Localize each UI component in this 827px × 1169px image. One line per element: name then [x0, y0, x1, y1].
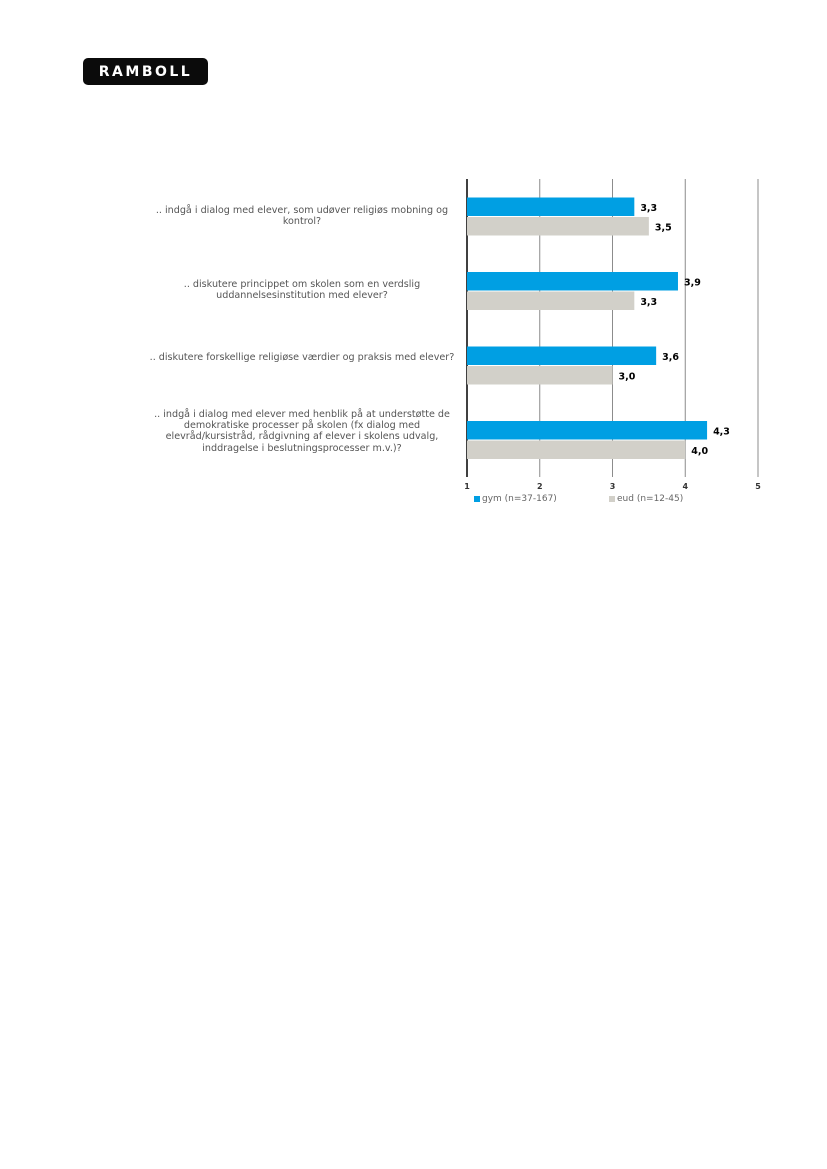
legend-swatch-gym: [474, 496, 480, 502]
legend-item-gym: gym (n=37-167): [474, 494, 557, 504]
data-label: 3,3: [640, 203, 657, 214]
bar-eud: [467, 217, 649, 236]
bar-eud: [467, 291, 635, 310]
bar-chart: 1 2 3 4 5 3,3 3,5 3,9 3,3 3,6 3,0 4,3 4,0: [464, 179, 761, 491]
legend-swatch-eud: [609, 496, 615, 502]
legend-label-eud: eud (n=12-45): [617, 494, 684, 504]
logo-text: RAMBOLL: [98, 63, 193, 80]
data-label: 3,5: [655, 222, 672, 233]
x-tick-label: 3: [610, 482, 616, 491]
x-tick-label: 4: [682, 482, 688, 491]
bar-gym: [467, 346, 657, 365]
category-label: .. indgå i dialog med elever, som udøver…: [155, 205, 449, 228]
bar-gym: [467, 272, 678, 291]
x-tick-label: 5: [755, 482, 761, 491]
bar-eud: [467, 440, 686, 459]
legend-item-eud: eud (n=12-45): [609, 494, 683, 504]
category-label: .. indgå i dialog med elever med henblik…: [154, 409, 450, 454]
data-label: 3,0: [619, 371, 636, 382]
data-label: 4,0: [691, 446, 708, 457]
bar-gym: [467, 197, 635, 216]
x-tick-label: 2: [537, 482, 543, 491]
data-label: 3,3: [640, 297, 657, 308]
category-label: .. diskutere forskellige religiøse værdi…: [149, 352, 455, 363]
data-label: 4,3: [713, 426, 730, 437]
bar-gym: [467, 421, 708, 440]
x-tick-label: 1: [464, 482, 470, 491]
ramboll-logo: RAMBOLL: [83, 58, 208, 85]
data-label: 3,9: [684, 277, 701, 288]
category-label: .. diskutere princippet om skolen som en…: [183, 279, 421, 302]
data-label: 3,6: [662, 352, 679, 363]
legend-label-gym: gym (n=37-167): [482, 494, 557, 504]
bar-eud: [467, 366, 613, 385]
